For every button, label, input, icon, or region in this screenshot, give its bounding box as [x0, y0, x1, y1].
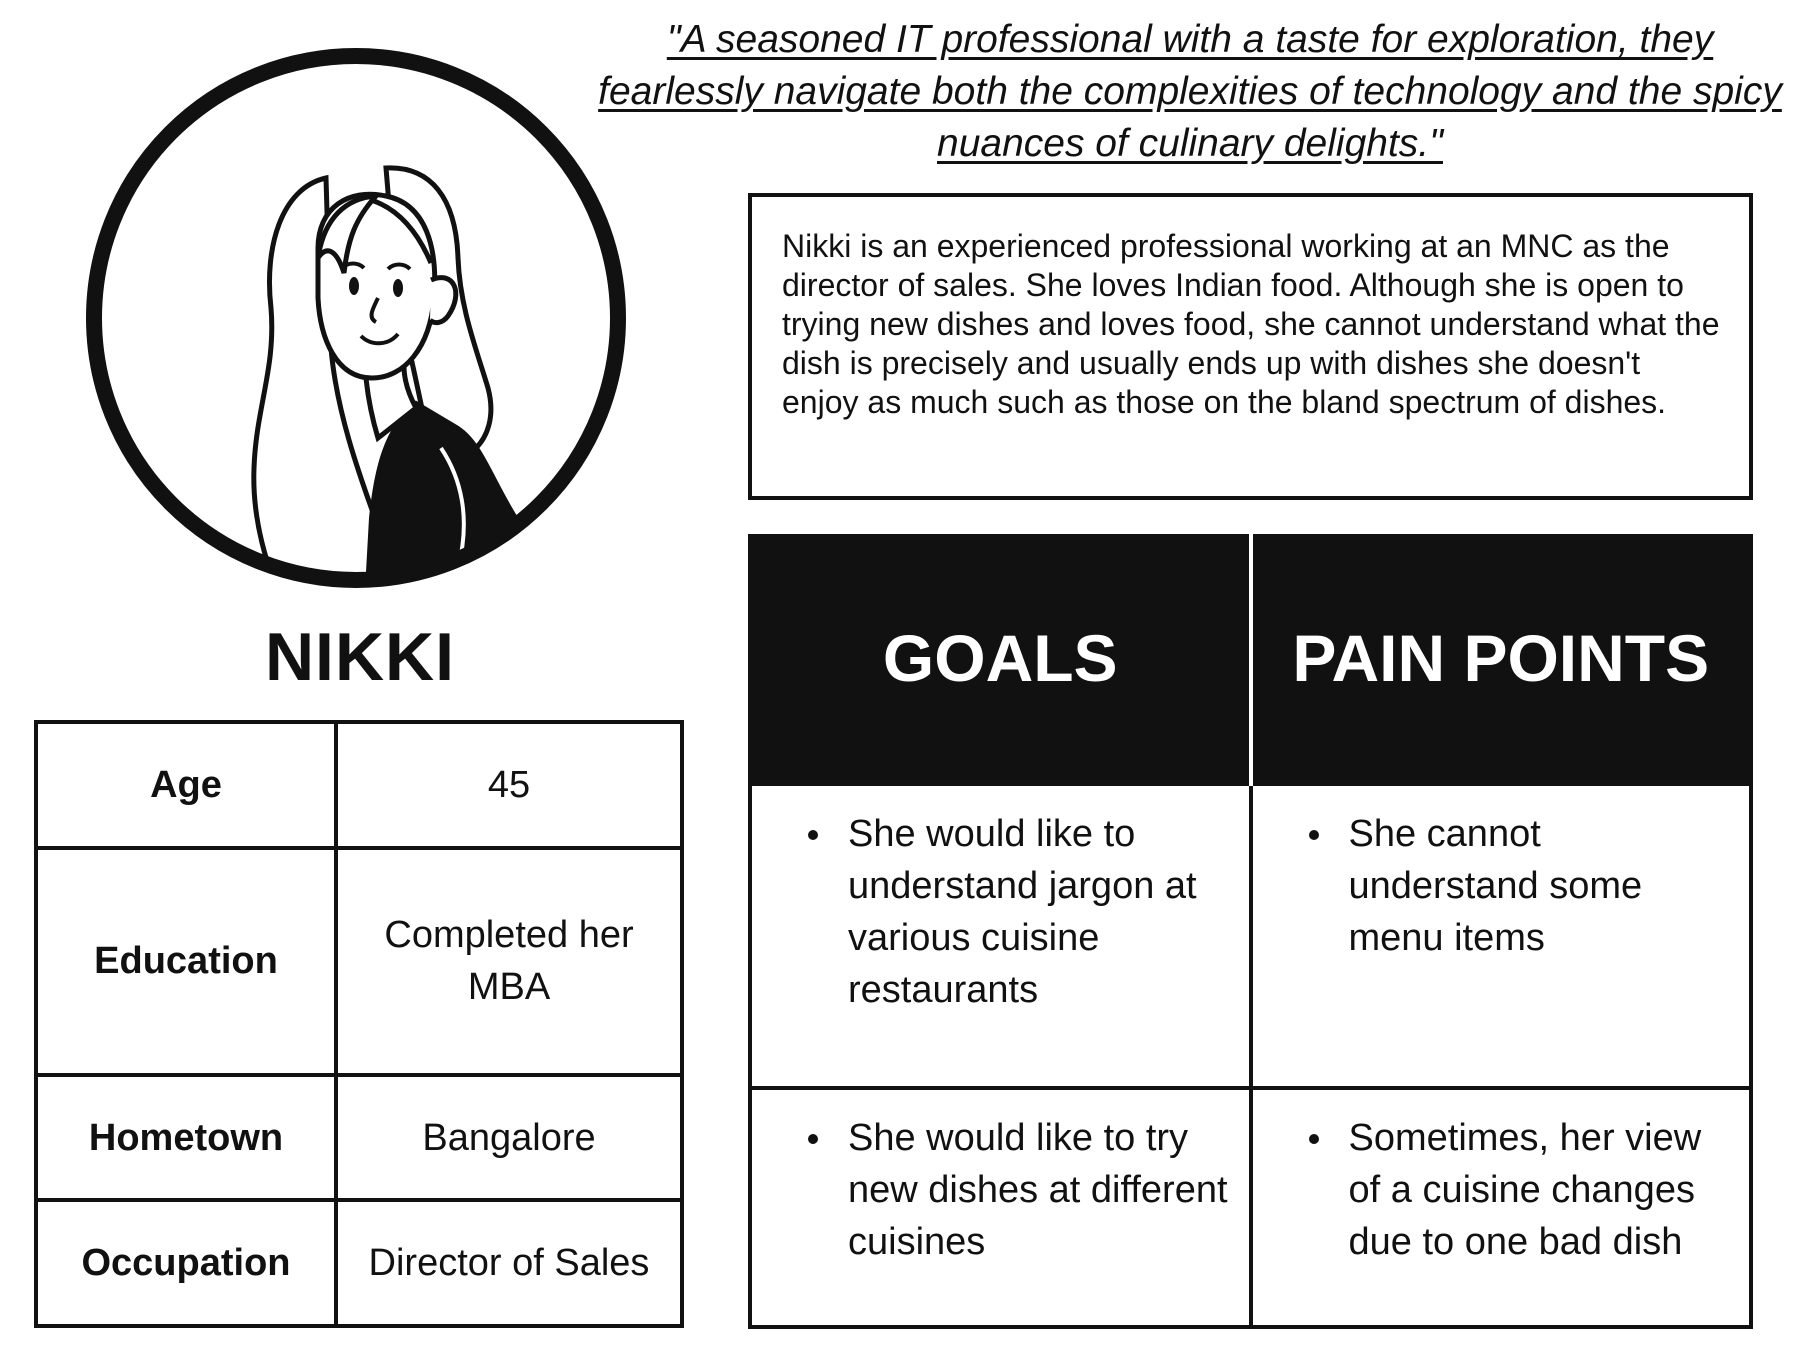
info-label: Age — [34, 720, 338, 850]
info-row-age: Age 45 — [34, 720, 684, 850]
info-label: Education — [34, 845, 338, 1077]
goals-pain-table: GOALS PAIN POINTS She would like to unde… — [748, 534, 1753, 1330]
persona-info-table: Age 45 Education Completed her MBA Homet… — [34, 720, 684, 1328]
goal-item: She would like to try new dishes at diff… — [748, 1085, 1253, 1330]
persona-bio: Nikki is an experienced professional wor… — [748, 193, 1753, 500]
info-row-hometown: Hometown Bangalore — [34, 1072, 684, 1203]
info-value: Completed her MBA — [334, 845, 684, 1077]
goal-item: She would like to understand jargon at v… — [748, 782, 1253, 1090]
woman-avatar-icon — [86, 48, 626, 588]
goals-header: GOALS — [748, 534, 1253, 784]
info-row-occupation: Occupation Director of Sales — [34, 1198, 684, 1328]
info-label: Hometown — [34, 1072, 338, 1203]
info-label: Occupation — [34, 1198, 338, 1328]
info-value: 45 — [334, 720, 684, 850]
goals-pain-row: She would like to understand jargon at v… — [748, 782, 1753, 1090]
goals-pain-row: She would like to try new dishes at diff… — [748, 1085, 1753, 1330]
info-row-education: Education Completed her MBA — [34, 845, 684, 1077]
info-value: Director of Sales — [334, 1198, 684, 1328]
pain-item: She cannot understand some menu items — [1248, 782, 1753, 1090]
pain-item: Sometimes, her view of a cuisine changes… — [1248, 1085, 1753, 1330]
persona-quote: "A seasoned IT professional with a taste… — [598, 18, 1782, 165]
pain-points-header: PAIN POINTS — [1248, 534, 1753, 784]
persona-name: NIKKI — [264, 619, 456, 695]
info-value: Bangalore — [334, 1072, 684, 1203]
